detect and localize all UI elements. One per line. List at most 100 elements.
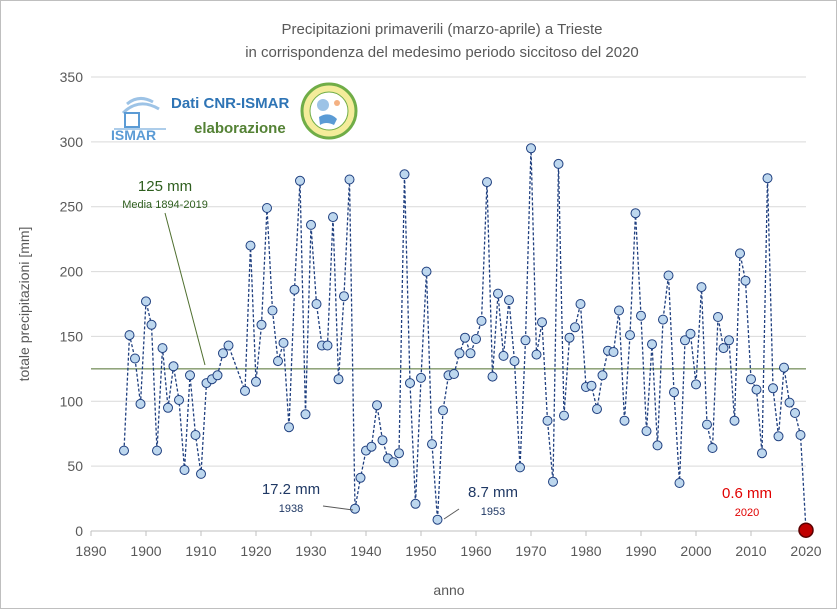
x-tick-label: 1940 [350, 543, 381, 559]
data-point [779, 362, 789, 373]
y-tick-label: 100 [60, 393, 84, 409]
grid [91, 76, 806, 467]
data-point [526, 143, 536, 154]
y-axis-title: totale precipitazioni [mm] [16, 227, 32, 382]
data-point [575, 299, 586, 309]
data-point [124, 330, 135, 341]
data-point [394, 448, 404, 459]
data-point [762, 173, 773, 184]
data-point [344, 174, 355, 185]
data-point [460, 332, 470, 343]
data-point [795, 430, 806, 440]
data-point [421, 266, 432, 277]
data-point [515, 462, 525, 473]
mean-value-label: 125 mm [138, 178, 192, 195]
data-point [702, 419, 712, 430]
data-point [531, 349, 542, 360]
data-point [790, 408, 800, 418]
y-tick-label: 250 [60, 199, 84, 215]
data-point [509, 356, 520, 367]
ismar-logo-text: ISMAR [111, 127, 156, 143]
observatory-emblem [300, 82, 358, 140]
data-point [685, 328, 696, 339]
data-point [680, 335, 690, 346]
data-point [295, 175, 305, 186]
annotation-1938-year: 1938 [279, 503, 303, 515]
data-point [784, 397, 795, 408]
data-point [438, 405, 448, 416]
data-point [713, 312, 723, 322]
data-point [707, 443, 718, 453]
data-point [735, 248, 745, 259]
data-point-2020 [798, 522, 814, 538]
data-point [152, 445, 162, 456]
data-point [196, 468, 206, 479]
annotation-1953-leader [443, 508, 460, 520]
data-point [449, 369, 459, 379]
data-point [652, 440, 663, 451]
data-point [498, 350, 509, 361]
data-point [306, 219, 316, 230]
data-point [674, 478, 685, 488]
data-point [669, 387, 679, 398]
data-point [410, 498, 421, 509]
chart-subtitle: in corrispondenza del medesimo periodo s… [245, 44, 639, 61]
data-point [471, 334, 481, 344]
x-tick-label: 1930 [295, 543, 326, 559]
x-tick-label: 1890 [75, 543, 106, 559]
y-tick-label: 150 [60, 328, 84, 344]
x-tick-label: 1960 [460, 543, 491, 559]
data-point [432, 514, 443, 525]
data-point [740, 275, 751, 286]
data-point [256, 319, 267, 330]
x-tick-label: 1920 [240, 543, 271, 559]
data-point [388, 457, 399, 468]
data-point [168, 361, 179, 372]
data-point [636, 310, 646, 321]
data-point [647, 339, 657, 350]
data-point [377, 435, 388, 446]
data-point [454, 348, 465, 359]
data-point [746, 374, 756, 385]
data-point [597, 370, 608, 381]
data-point [190, 430, 201, 440]
data-point [311, 299, 322, 309]
data-point [416, 372, 426, 383]
data-point [163, 402, 173, 413]
mean-period-label: Media 1894-2019 [122, 199, 208, 211]
annotation-1938-leader [322, 505, 354, 511]
data-point [757, 448, 767, 459]
annotation-2020-value: 0.6 mm [722, 485, 772, 502]
data-point [328, 212, 338, 223]
x-tick-label: 1910 [185, 543, 216, 559]
data-point [696, 282, 707, 293]
data-point [366, 441, 377, 452]
data-point [130, 353, 140, 364]
data-point [355, 472, 366, 483]
data-point [218, 348, 228, 359]
source-title: Dati CNR-ISMAR [171, 95, 289, 112]
data-point [564, 332, 575, 343]
y-tick-label: 300 [60, 134, 84, 150]
data-point [245, 240, 256, 251]
data-point [504, 295, 514, 306]
data-point [262, 203, 272, 213]
data-point [251, 376, 261, 387]
data-point [548, 476, 558, 487]
data-point [658, 314, 668, 325]
data-point [592, 404, 602, 415]
annotation-1938-value: 17.2 mm [262, 481, 320, 498]
data-point [751, 384, 762, 395]
data-point [520, 335, 531, 346]
source-subtitle: elaborazione [194, 120, 286, 137]
data-point [476, 315, 487, 326]
x-tick-label: 1900 [130, 543, 161, 559]
data-point [174, 395, 184, 405]
data-point [537, 317, 547, 328]
x-tick-label: 2010 [735, 543, 766, 559]
data-point [212, 370, 223, 381]
data-point [493, 288, 503, 299]
data-point [768, 383, 778, 394]
